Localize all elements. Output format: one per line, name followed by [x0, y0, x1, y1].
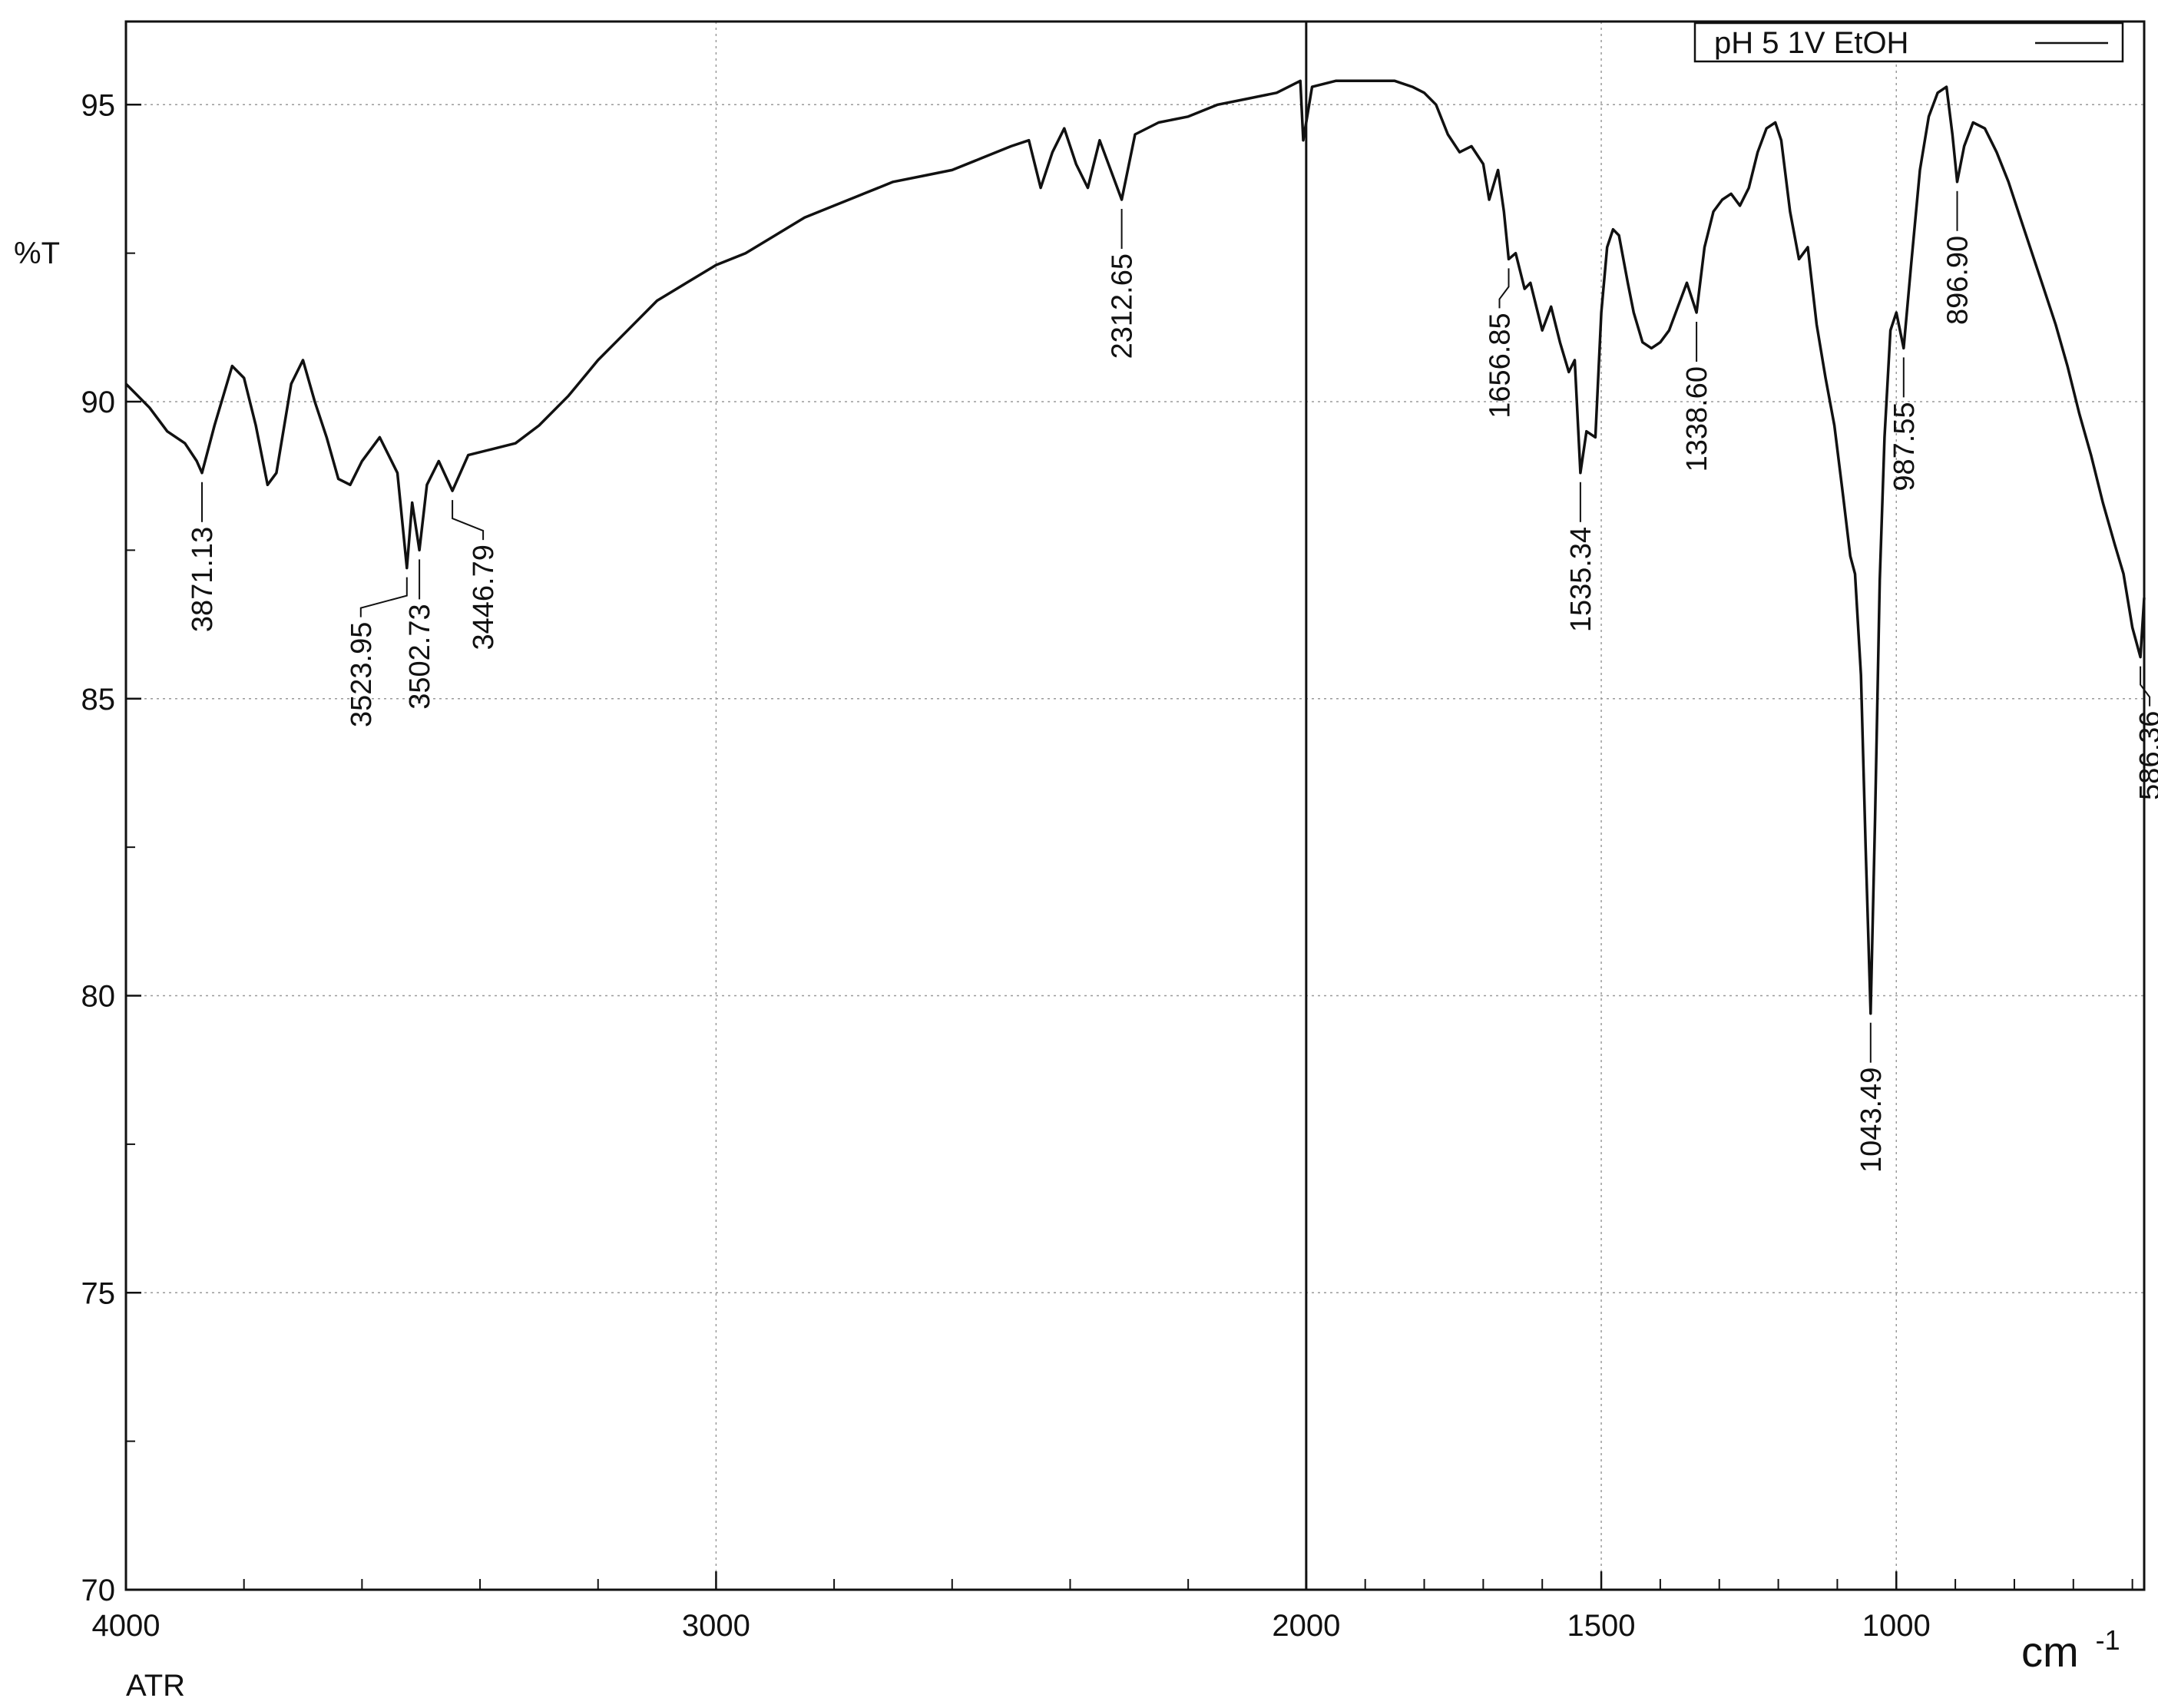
y-axis-label: %T — [14, 237, 60, 270]
x-tick-label: 4000 — [92, 1609, 161, 1643]
y-tick-label: 70 — [81, 1574, 116, 1607]
peak-annotation: 896.90 — [1942, 190, 1974, 325]
x-tick-label: 2000 — [1272, 1609, 1340, 1643]
peak-leader-line — [359, 577, 408, 617]
spectrum-line — [124, 79, 2146, 1015]
peak-label: 3523.95 — [346, 622, 378, 727]
peak-label: 3871.13 — [187, 527, 219, 632]
peak-annotation: 586.36 — [2134, 666, 2158, 800]
peak-annotation: 1338.60 — [1681, 322, 1713, 472]
peak-label: 1043.49 — [1855, 1068, 1888, 1173]
peak-label: 1656.85 — [1484, 313, 1516, 418]
plot-frame — [124, 20, 2146, 1591]
peak-annotation: 3523.95 — [346, 577, 408, 727]
peak-leader-line — [2140, 666, 2151, 707]
peak-leader-line — [1498, 268, 1510, 309]
x-tick-label: 1500 — [1567, 1609, 1636, 1643]
peak-labels: 3871.13 3523.95 3502.73 3446.79 2312.65 1656.… — [187, 190, 2158, 1173]
peak-label: 3502.73 — [404, 604, 436, 709]
x-tick-label: 1000 — [1862, 1609, 1931, 1643]
peak-label: 987.55 — [1888, 402, 1921, 491]
peak-label: 1535.34 — [1565, 527, 1597, 632]
legend: pH 5 1V EtOH — [1693, 22, 2124, 63]
x-axis-label-superscript: -1 — [2096, 1624, 2120, 1656]
peak-annotation: 3446.79 — [452, 500, 500, 650]
peak-annotation: 987.55 — [1888, 357, 1921, 492]
y-tick-label: 95 — [81, 88, 116, 122]
footer-label: ATR — [126, 1669, 185, 1703]
peak-annotation: 1535.34 — [1565, 482, 1597, 632]
peak-leader-line — [452, 500, 485, 541]
x-tick-label: 3000 — [682, 1609, 750, 1643]
y-tick-label: 80 — [81, 980, 116, 1014]
peak-annotation: 3871.13 — [187, 482, 219, 632]
peak-label: 896.90 — [1942, 236, 1974, 325]
grid-layer — [126, 22, 2144, 1590]
peak-label: 3446.79 — [468, 545, 500, 650]
y-tick-label: 90 — [81, 386, 116, 419]
peak-annotation: 2312.65 — [1107, 209, 1139, 359]
x-axis-label: cm -1 — [2021, 1624, 2120, 1676]
peak-annotation: 1656.85 — [1484, 268, 1516, 419]
y-tick-label: 75 — [81, 1276, 116, 1310]
legend-entry-label: pH 5 1V EtOH — [1714, 26, 1908, 60]
peak-label: 1338.60 — [1681, 366, 1713, 472]
peak-label: 586.36 — [2134, 711, 2158, 800]
peak-label: 2312.65 — [1107, 253, 1139, 359]
peak-annotation: 3502.73 — [404, 559, 436, 710]
x-axis-label-main: cm — [2021, 1627, 2079, 1676]
peak-annotation: 1043.49 — [1855, 1022, 1888, 1173]
y-tick-label: 85 — [81, 683, 116, 717]
